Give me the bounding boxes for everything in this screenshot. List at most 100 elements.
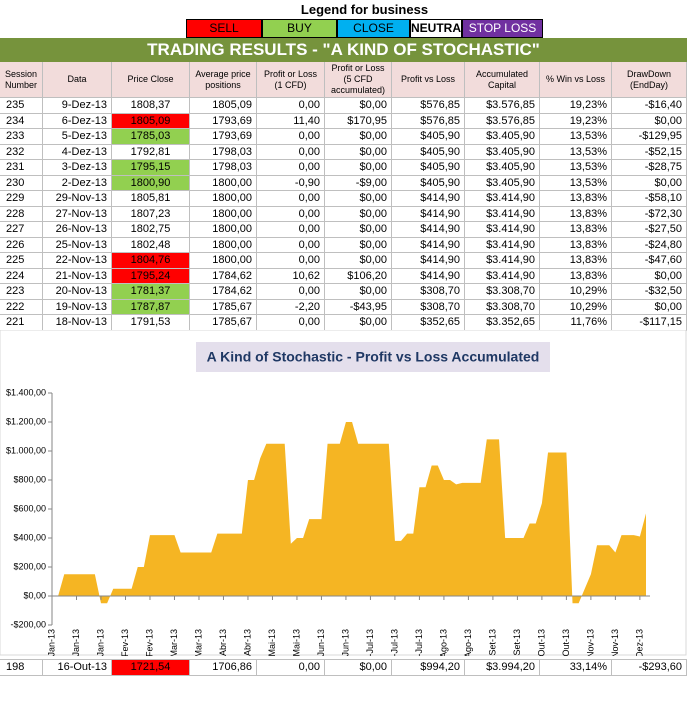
table-cell: 4-Dez-13	[43, 144, 112, 160]
table-cell: 1805,81	[112, 191, 190, 207]
x-tick-label: 27-Mar-13	[193, 629, 203, 656]
table-cell: 18-Nov-13	[43, 315, 112, 331]
table-cell: 1791,53	[112, 315, 190, 331]
table-cell: 11,76%	[540, 315, 612, 331]
table-cell: 10,62	[257, 268, 325, 284]
table-cell: 223	[0, 284, 43, 300]
table-cell: 234	[0, 113, 43, 129]
table-cell: $405,90	[392, 144, 465, 160]
x-tick-label: 22-Mai-13	[291, 629, 301, 656]
header-cell: Accumulated Capital	[465, 62, 540, 98]
table-cell: -$129,95	[612, 129, 687, 145]
table-cell: 0,00	[257, 253, 325, 269]
table-cell: $3.405,90	[465, 160, 540, 176]
y-tick-label: $1.400,00	[6, 387, 46, 397]
table-cell: 0,00	[257, 284, 325, 300]
table-cell: 6-Dez-13	[43, 113, 112, 129]
x-tick-label: 9-Out-13	[536, 629, 546, 656]
table-cell: -$27,50	[612, 222, 687, 238]
table-cell: $0,00	[325, 237, 392, 253]
table-cell: 1706,86	[190, 660, 257, 676]
table-cell: 20-Nov-13	[43, 284, 112, 300]
table-cell: 0,00	[257, 98, 325, 114]
table-cell: 1805,09	[112, 113, 190, 129]
x-tick-label: 10-Abr-13	[218, 629, 228, 656]
table-cell: 226	[0, 237, 43, 253]
table-cell: 0,00	[257, 660, 325, 676]
x-tick-label: 13-Fev-13	[120, 629, 130, 656]
header-cell: Profit or Loss (1 CFD)	[257, 62, 325, 98]
table-cell: 22-Nov-13	[43, 253, 112, 269]
table-cell: -$16,40	[612, 98, 687, 114]
table-cell: 9-Dez-13	[43, 98, 112, 114]
table-cell: 13,53%	[540, 144, 612, 160]
table-cell: $0,00	[325, 191, 392, 207]
table-cell: 13,83%	[540, 191, 612, 207]
legend-item: BUY	[262, 19, 337, 38]
table-cell: 33,14%	[540, 660, 612, 676]
x-tick-label: 16-Jan-13	[71, 629, 81, 656]
table-cell: 27-Nov-13	[43, 206, 112, 222]
header-cell: Profit or Loss (5 CFD accumulated)	[325, 62, 392, 98]
table-cell: $0,00	[325, 144, 392, 160]
x-tick-label: 19-Jun-13	[340, 629, 350, 656]
table-cell: 235	[0, 98, 43, 114]
y-tick-label: $600,00	[13, 503, 46, 513]
table-cell: $414,90	[392, 237, 465, 253]
legend: SELL BUY CLOSE NEUTRAL STOP LOSS	[186, 19, 543, 38]
table-cell: 1804,76	[112, 253, 190, 269]
x-tick-label: 17-Jul-13	[389, 629, 399, 656]
table-cell: 0,00	[257, 315, 325, 331]
x-tick-label: 14-Ago-13	[438, 629, 448, 656]
table-cell: 1785,67	[190, 299, 257, 315]
table-cell: -0,90	[257, 175, 325, 191]
table-cell: 29-Nov-13	[43, 191, 112, 207]
table-cell: 5-Dez-13	[43, 129, 112, 145]
table-cell: $3.405,90	[465, 129, 540, 145]
table-cell: 1805,09	[190, 98, 257, 114]
x-tick-label: 5-Jun-13	[316, 629, 326, 656]
table-cell: $0,00	[325, 222, 392, 238]
table-cell: $3.414,90	[465, 268, 540, 284]
table-cell: $3.308,70	[465, 284, 540, 300]
table-cell: -$47,60	[612, 253, 687, 269]
table-cell: -$72,30	[612, 206, 687, 222]
x-tick-label: 27-Fev-13	[144, 629, 154, 656]
table-cell: 13,83%	[540, 268, 612, 284]
table-cell: 222	[0, 299, 43, 315]
y-tick-label: $1.200,00	[6, 416, 46, 426]
table-cell: 13,53%	[540, 129, 612, 145]
legend-item: STOP LOSS	[462, 19, 543, 38]
y-tick-label: -$200,00	[10, 619, 46, 629]
table-cell: $3.414,90	[465, 206, 540, 222]
y-tick-label: $200,00	[13, 561, 46, 571]
table-cell: $576,85	[392, 113, 465, 129]
table-cell: 1793,69	[190, 113, 257, 129]
table-cell: $106,20	[325, 268, 392, 284]
legend-item: NEUTRAL	[410, 19, 468, 38]
table-cell: $0,00	[612, 268, 687, 284]
x-tick-label: 28-Ago-13	[463, 629, 473, 656]
table-cell: 13,53%	[540, 175, 612, 191]
table-cell: $3.414,90	[465, 253, 540, 269]
x-tick-label: 20-Nov-13	[610, 629, 620, 656]
table-cell: 1808,37	[112, 98, 190, 114]
table-cell: $0,00	[325, 160, 392, 176]
table-cell: 13,53%	[540, 160, 612, 176]
table-cell: 1807,23	[112, 206, 190, 222]
table-cell: $0,00	[325, 206, 392, 222]
table-cell: $405,90	[392, 160, 465, 176]
header-cell: DrawDown (EndDay)	[612, 62, 687, 98]
table-cell: 3-Dez-13	[43, 160, 112, 176]
table-cell: 1800,00	[190, 253, 257, 269]
table-cell: 0,00	[257, 222, 325, 238]
table-cell: $0,00	[325, 315, 392, 331]
table-cell: $3.414,90	[465, 237, 540, 253]
table-cell: 26-Nov-13	[43, 222, 112, 238]
table-cell: $0,00	[612, 175, 687, 191]
table-cell: -$24,80	[612, 237, 687, 253]
chart-title-box	[196, 342, 550, 372]
table-cell: $3.576,85	[465, 113, 540, 129]
table-cell: 221	[0, 315, 43, 331]
table-cell: $576,85	[392, 98, 465, 114]
